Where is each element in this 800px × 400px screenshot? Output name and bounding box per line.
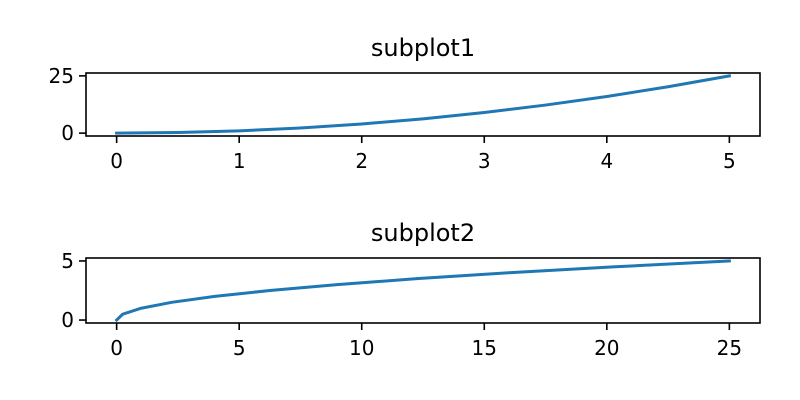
x-tick-label: 20 <box>594 336 619 360</box>
axes-frame <box>85 72 761 137</box>
x-tick-label: 25 <box>717 336 742 360</box>
x-tick-label: 15 <box>472 336 497 360</box>
subplot-title: subplot2 <box>371 219 475 247</box>
x-tick-label: 0 <box>110 336 123 360</box>
x-tick-label: 0 <box>110 149 123 173</box>
y-tick-label: 0 <box>61 121 74 145</box>
x-tick-label: 2 <box>355 149 368 173</box>
y-tick-label: 25 <box>49 64 74 88</box>
x-tick-label: 5 <box>723 149 736 173</box>
subplot-1: subplot1 0 1 2 3 4 5 0 25 <box>49 34 761 173</box>
x-tick-label: 5 <box>233 336 246 360</box>
subplot-title: subplot1 <box>371 34 475 62</box>
y-tick-label: 5 <box>61 249 74 273</box>
x-tick-label: 1 <box>233 149 246 173</box>
axes-frame <box>85 257 761 324</box>
x-tick-label: 10 <box>349 336 374 360</box>
y-tick-label: 0 <box>61 308 74 332</box>
series-line-1 <box>114 259 731 323</box>
subplot-2: subplot2 0 5 10 15 20 25 0 5 <box>61 219 761 360</box>
x-tick-label: 3 <box>478 149 491 173</box>
x-tick-label: 4 <box>600 149 613 173</box>
series-line-1 <box>115 74 732 135</box>
